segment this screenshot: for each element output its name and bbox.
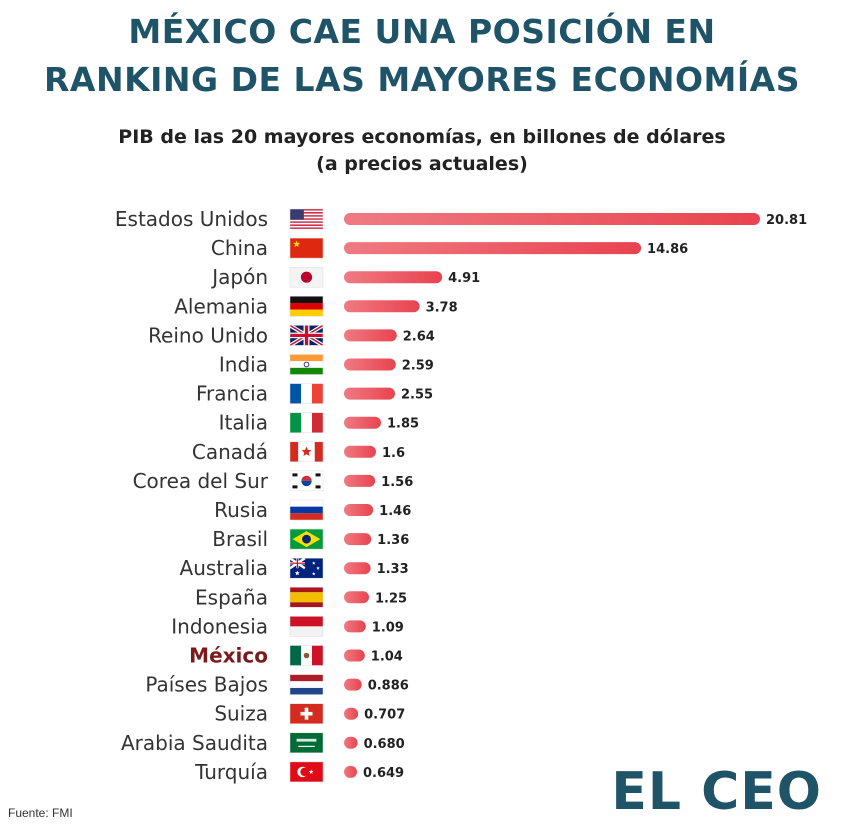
brand-logo: EL CEO xyxy=(611,762,822,822)
category-label-brasil: Brasil xyxy=(212,527,268,551)
chart-title: MÉXICO CAE UNA POSICIÓN EN RANKING DE LA… xyxy=(0,8,844,104)
bar-reino-unido xyxy=(344,329,397,342)
bar-estados-unidos xyxy=(344,213,760,225)
category-label-canada: Canadá xyxy=(192,440,268,464)
bar-rusia xyxy=(344,504,374,516)
source-note: Fuente: FMI xyxy=(8,806,73,820)
flag-china-icon xyxy=(289,237,324,259)
flag-australia-icon xyxy=(289,557,324,579)
value-label-arabia-saudita: 0.680 xyxy=(364,737,405,752)
flag-brazil-icon xyxy=(289,528,324,550)
bar-corea-del-sur xyxy=(344,474,376,487)
category-label-francia: Francia xyxy=(196,382,268,406)
bar-australia xyxy=(344,562,371,575)
category-label-india: India xyxy=(219,353,268,377)
flag-japan-icon xyxy=(289,266,324,288)
category-label-mexico: México xyxy=(189,644,268,668)
category-label-australia: Australia xyxy=(180,556,268,580)
flag-russia-icon xyxy=(289,499,324,521)
value-label-espana: 1.25 xyxy=(375,591,407,606)
category-label-alemania: Alemania xyxy=(174,294,268,318)
bar-arabia-saudita xyxy=(344,736,358,749)
category-label-turquia: Turquía xyxy=(194,760,268,784)
title-line-2: RANKING DE LAS MAYORES ECONOMÍAS xyxy=(44,60,800,99)
category-label-italia: Italia xyxy=(219,411,268,435)
value-label-brasil: 1.36 xyxy=(377,533,409,548)
bar-italia xyxy=(344,416,381,429)
value-label-reino-unido: 2.64 xyxy=(403,329,435,344)
flag-india-icon xyxy=(289,354,324,375)
bar-mexico xyxy=(344,649,365,662)
category-label-estados-unidos: Estados Unidos xyxy=(115,207,268,231)
category-label-indonesia: Indonesia xyxy=(171,614,268,638)
value-label-francia: 2.55 xyxy=(401,388,433,403)
category-label-reino-unido: Reino Unido xyxy=(148,323,268,347)
flag-saudi-icon xyxy=(289,732,324,754)
bar-paises-bajos xyxy=(344,678,362,691)
bar-india xyxy=(344,358,396,371)
flag-turkey-icon xyxy=(289,761,324,783)
category-label-china: China xyxy=(211,236,268,260)
bar-indonesia xyxy=(344,620,366,633)
flag-indonesia-icon xyxy=(289,616,324,637)
subtitle-line-1: PIB de las 20 mayores economías, en bill… xyxy=(118,126,726,148)
bar-alemania xyxy=(344,300,420,313)
value-label-corea-del-sur: 1.56 xyxy=(381,475,413,490)
flag-uk-icon xyxy=(288,323,325,348)
category-label-corea-del-sur: Corea del Sur xyxy=(133,469,269,493)
category-label-arabia-saudita: Arabia Saudita xyxy=(121,731,268,755)
bar-canada xyxy=(344,445,376,458)
subtitle-line-2: (a precios actuales) xyxy=(316,153,528,175)
bar-turquia xyxy=(344,765,357,778)
flag-mexico-icon xyxy=(289,645,324,666)
value-label-australia: 1.33 xyxy=(377,562,409,577)
bar-espana xyxy=(344,591,369,604)
bar-francia xyxy=(344,387,395,400)
category-label-japon: Japón xyxy=(210,265,268,289)
value-label-mexico: 1.04 xyxy=(371,650,403,665)
flag-spain-icon xyxy=(289,587,324,608)
value-label-paises-bajos: 0.886 xyxy=(368,679,409,694)
value-label-rusia: 1.46 xyxy=(379,504,411,519)
value-label-suiza: 0.707 xyxy=(364,708,405,723)
value-label-alemania: 3.78 xyxy=(426,300,458,315)
category-label-espana: España xyxy=(195,585,268,609)
bar-suiza xyxy=(344,707,359,720)
title-line-1: MÉXICO CAE UNA POSICIÓN EN xyxy=(128,12,716,51)
value-label-india: 2.59 xyxy=(402,359,434,374)
flag-france-icon xyxy=(289,383,324,404)
category-label-rusia: Rusia xyxy=(214,498,268,522)
flag-germany-icon xyxy=(289,296,324,317)
bar-brasil xyxy=(344,533,372,546)
flag-italy-icon xyxy=(289,412,324,433)
category-label-suiza: Suiza xyxy=(214,702,268,726)
flag-usa-icon xyxy=(289,208,324,230)
value-label-canada: 1.6 xyxy=(382,446,405,461)
bar-japon xyxy=(344,271,443,284)
value-label-estados-unidos: 20.81 xyxy=(766,213,807,228)
value-label-indonesia: 1.09 xyxy=(372,620,404,635)
bar-china xyxy=(344,242,642,255)
value-label-japon: 4.91 xyxy=(448,271,480,286)
value-label-china: 14.86 xyxy=(647,242,688,257)
flag-switzerland-icon xyxy=(289,703,324,724)
chart-subtitle: PIB de las 20 mayores economías, en bill… xyxy=(0,124,844,178)
flag-canada-icon xyxy=(289,441,324,463)
flag-netherlands-icon xyxy=(289,674,324,695)
category-label-paises-bajos: Países Bajos xyxy=(145,673,268,697)
value-label-italia: 1.85 xyxy=(387,417,419,432)
value-label-turquia: 0.649 xyxy=(363,766,404,781)
flag-korea-icon xyxy=(289,470,324,492)
